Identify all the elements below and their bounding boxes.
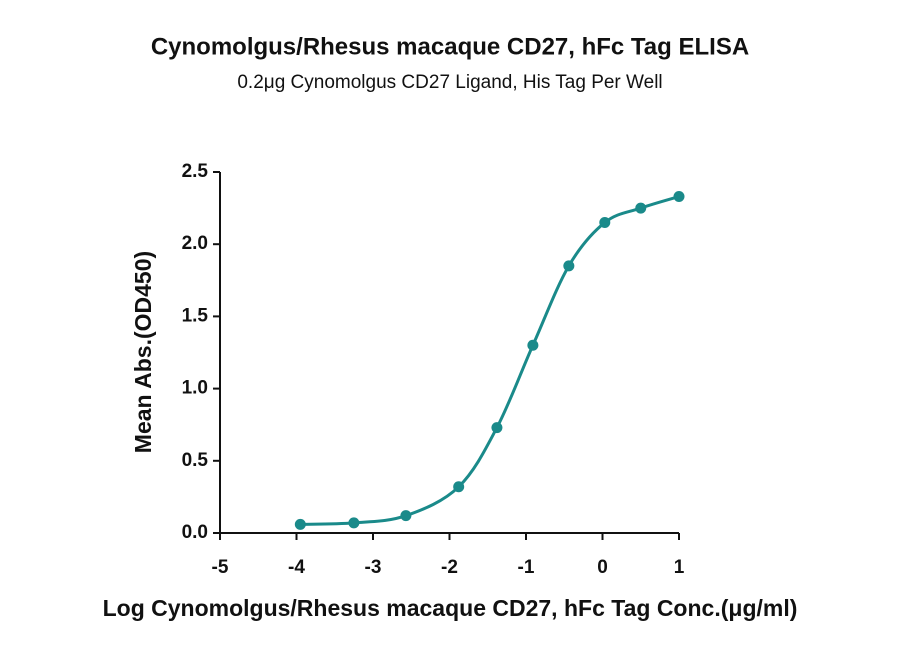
x-tick-label: -3 bbox=[365, 557, 382, 578]
data-point bbox=[563, 260, 575, 272]
x-tick-label: -5 bbox=[212, 557, 229, 578]
x-tick-label: 1 bbox=[674, 557, 685, 578]
x-tick-label: -2 bbox=[441, 557, 458, 578]
data-point bbox=[294, 518, 306, 530]
y-tick-label: 1.0 bbox=[182, 378, 208, 399]
fit-curve bbox=[300, 195, 680, 526]
data-point bbox=[527, 339, 539, 351]
chart-subtitle: 0.2μg Cynomolgus CD27 Ligand, His Tag Pe… bbox=[237, 72, 662, 93]
y-tick-label: 2.5 bbox=[182, 161, 209, 182]
data-point bbox=[635, 202, 647, 214]
x-tick-label: -1 bbox=[518, 557, 535, 578]
y-tick-label: 2.0 bbox=[182, 233, 208, 254]
data-point bbox=[491, 422, 503, 434]
data-point bbox=[453, 481, 465, 493]
y-tick-label: 0.5 bbox=[182, 450, 209, 471]
y-tick-label: 1.5 bbox=[182, 305, 209, 326]
data-point bbox=[599, 217, 611, 229]
data-point bbox=[673, 191, 685, 203]
data-point bbox=[400, 510, 412, 522]
chart-title: Cynomolgus/Rhesus macaque CD27, hFc Tag … bbox=[151, 33, 749, 60]
x-tick-label: -4 bbox=[288, 557, 305, 578]
y-axis-label: Mean Abs.(OD450) bbox=[130, 251, 156, 453]
data-point bbox=[348, 517, 360, 529]
x-axis-label: Log Cynomolgus/Rhesus macaque CD27, hFc … bbox=[103, 595, 798, 621]
x-tick-label: 0 bbox=[597, 557, 608, 578]
y-tick-label: 0.0 bbox=[182, 522, 208, 543]
